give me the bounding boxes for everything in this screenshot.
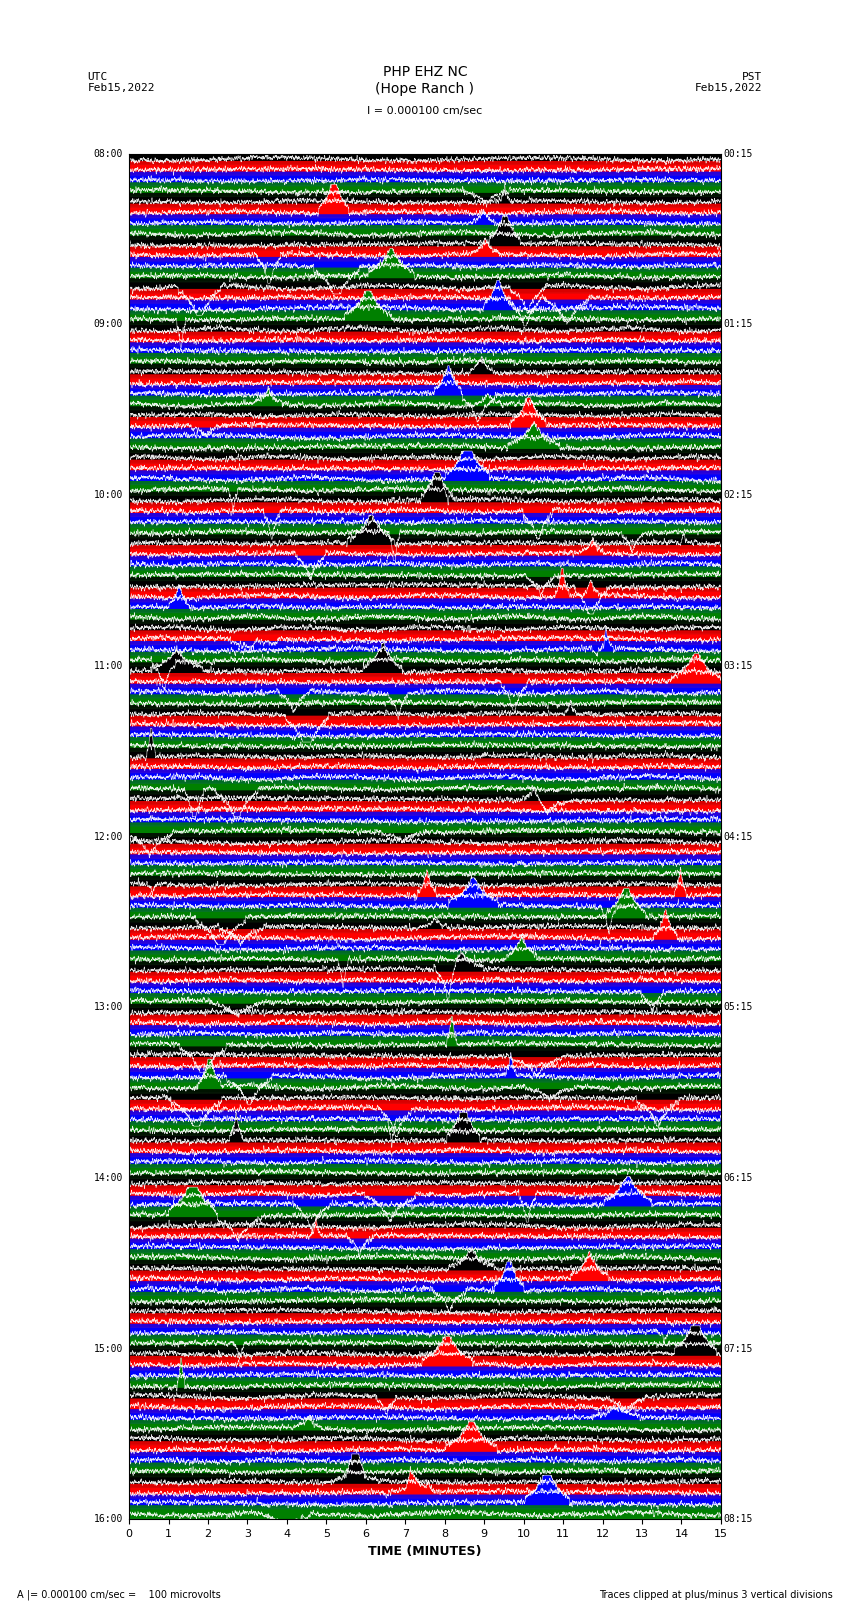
Text: PHP EHZ NC: PHP EHZ NC	[382, 65, 468, 79]
Text: 04:15: 04:15	[724, 832, 753, 842]
Text: (Hope Ranch ): (Hope Ranch )	[376, 82, 474, 97]
Text: 07:15: 07:15	[724, 1344, 753, 1353]
Text: 12:00: 12:00	[94, 832, 123, 842]
Text: 10:00: 10:00	[94, 490, 123, 500]
Text: 16:00: 16:00	[94, 1515, 123, 1524]
Text: 06:15: 06:15	[724, 1173, 753, 1182]
Text: 08:00: 08:00	[94, 148, 123, 158]
Text: PST
Feb15,2022: PST Feb15,2022	[694, 73, 762, 94]
Text: 09:00: 09:00	[94, 319, 123, 329]
Text: I = 0.000100 cm/sec: I = 0.000100 cm/sec	[367, 105, 483, 116]
Text: 13:00: 13:00	[94, 1002, 123, 1013]
Text: A |= 0.000100 cm/sec =    100 microvolts: A |= 0.000100 cm/sec = 100 microvolts	[17, 1589, 221, 1600]
Text: 15:00: 15:00	[94, 1344, 123, 1353]
Text: 11:00: 11:00	[94, 661, 123, 671]
Text: 08:15: 08:15	[724, 1515, 753, 1524]
Text: 02:15: 02:15	[724, 490, 753, 500]
Text: 01:15: 01:15	[724, 319, 753, 329]
Text: UTC
Feb15,2022: UTC Feb15,2022	[88, 73, 156, 94]
Text: Traces clipped at plus/minus 3 vertical divisions: Traces clipped at plus/minus 3 vertical …	[599, 1590, 833, 1600]
Text: 05:15: 05:15	[724, 1002, 753, 1013]
Text: 14:00: 14:00	[94, 1173, 123, 1182]
X-axis label: TIME (MINUTES): TIME (MINUTES)	[368, 1545, 482, 1558]
Text: 03:15: 03:15	[724, 661, 753, 671]
Text: 00:15: 00:15	[724, 148, 753, 158]
